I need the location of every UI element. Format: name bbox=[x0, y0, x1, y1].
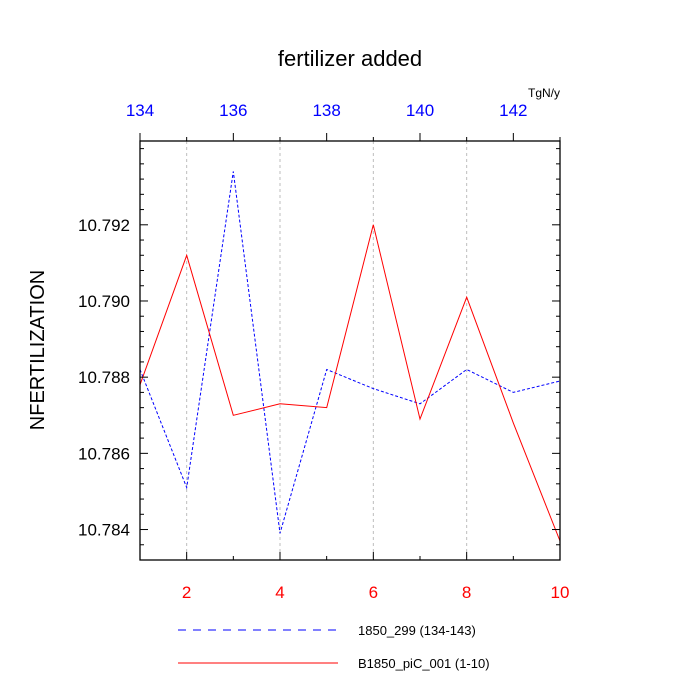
y-tick-label: 10.788 bbox=[78, 368, 130, 387]
grid-lines bbox=[186, 141, 468, 560]
x-top-tick-label: 138 bbox=[312, 101, 340, 120]
x-bottom-tick-label: 2 bbox=[182, 583, 191, 602]
y-tick-label: 10.792 bbox=[78, 216, 130, 235]
series-line-1 bbox=[139, 171, 561, 534]
x-top-tick-label: 134 bbox=[126, 101, 154, 120]
x-top-tick-label: 142 bbox=[499, 101, 527, 120]
x-bottom-tick-label: 10 bbox=[551, 583, 570, 602]
x-bottom-tick-label: 6 bbox=[369, 583, 378, 602]
series-layer bbox=[139, 171, 561, 542]
y-tick-label: 10.786 bbox=[78, 444, 130, 463]
chart-title: fertilizer added bbox=[278, 46, 422, 71]
x-bottom-tick-label: 4 bbox=[275, 583, 284, 602]
y-tick-label: 10.790 bbox=[78, 292, 130, 311]
x-bottom-tick-label: 8 bbox=[462, 583, 471, 602]
plot-frame bbox=[139, 140, 561, 561]
x-top-tick-label: 140 bbox=[406, 101, 434, 120]
legend-label-1: 1850_299 (134-143) bbox=[358, 623, 476, 638]
legend: 1850_299 (134-143) B1850_piC_001 (1-10) bbox=[178, 623, 490, 671]
axes: 10.784 10.786 10.788 10.790 10.792 2 4 6 8 10 134 1… bbox=[78, 101, 569, 602]
legend-label-2: B1850_piC_001 (1-10) bbox=[358, 656, 490, 671]
x-top-tick-label: 136 bbox=[219, 101, 247, 120]
units-label: TgN/y bbox=[528, 86, 560, 100]
y-axis-label: NFERTILIZATION bbox=[27, 270, 49, 430]
series-line-2 bbox=[139, 224, 561, 542]
y-tick-label: 10.784 bbox=[78, 521, 130, 540]
